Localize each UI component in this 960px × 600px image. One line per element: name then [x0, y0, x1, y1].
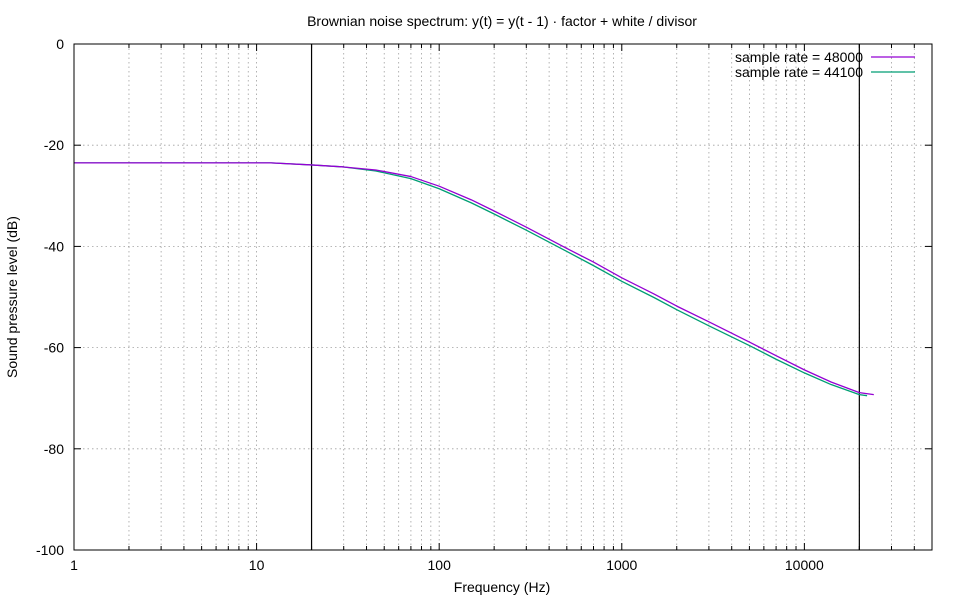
y-tick-label: -80 — [44, 441, 64, 457]
legend-label: sample rate = 44100 — [735, 64, 863, 80]
y-tick-label: -20 — [44, 137, 64, 153]
chart-title: Brownian noise spectrum: y(t) = y(t - 1)… — [307, 13, 697, 29]
x-tick-label: 100 — [428, 557, 452, 573]
series-group — [74, 162, 874, 397]
axis-ticks: 0 -20 -40 -60 -80 -100 1 10 100 1000 10000 — [36, 36, 932, 573]
plot-frame — [73, 43, 933, 551]
legend-label: sample rate = 48000 — [735, 49, 863, 65]
y-tick-label: -60 — [44, 340, 64, 356]
x-axis-label: Frequency (Hz) — [454, 579, 550, 595]
x-tick-label: 1000 — [606, 557, 637, 573]
grid — [74, 44, 932, 550]
x-tick-label: 10 — [249, 557, 265, 573]
series-line — [74, 162, 874, 396]
y-tick-label: 0 — [56, 36, 64, 52]
x-tick-label: 10000 — [785, 557, 824, 573]
y-axis-label: Sound pressure level (dB) — [4, 216, 20, 378]
y-tick-label: -40 — [44, 238, 64, 254]
x-tick-label: 1 — [70, 557, 78, 573]
y-tick-label: -100 — [36, 542, 64, 558]
reference-lines — [310, 44, 860, 550]
